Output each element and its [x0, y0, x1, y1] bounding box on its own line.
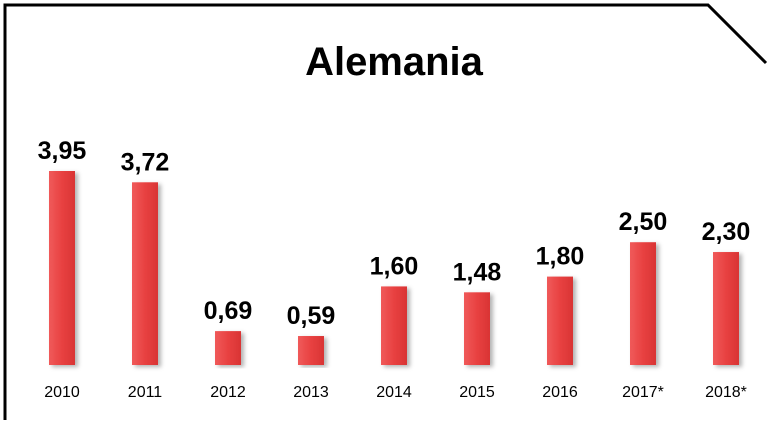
bar [547, 276, 573, 365]
x-tick-label: 2013 [293, 384, 329, 401]
value-label: 0,59 [287, 302, 336, 330]
chart-title: Alemania [305, 40, 484, 84]
x-tick-label: 2016 [542, 384, 578, 401]
value-label: 2,30 [702, 218, 751, 246]
frame [3, 3, 768, 420]
x-tick-label: 2010 [44, 384, 80, 401]
value-label: 3,72 [121, 148, 170, 176]
bar [381, 286, 407, 365]
value-label: 3,95 [38, 137, 87, 165]
x-tick-label: 2018* [705, 384, 747, 401]
value-label: 0,69 [204, 297, 253, 325]
bar [630, 242, 656, 365]
bar [132, 182, 158, 365]
x-tick-label: 2012 [210, 384, 246, 401]
x-tick-label: 2014 [376, 384, 412, 401]
bar [215, 331, 241, 365]
value-label: 1,48 [453, 258, 502, 286]
value-label: 1,80 [536, 243, 585, 271]
x-tick-label: 2015 [459, 384, 495, 401]
value-label: 2,50 [619, 208, 668, 236]
bar [464, 292, 490, 365]
x-tick-label: 2017* [622, 384, 664, 401]
bar [298, 336, 324, 365]
x-tick-label: 2011 [128, 384, 163, 401]
bar [49, 171, 75, 365]
value-label: 1,60 [370, 252, 419, 280]
bar [713, 252, 739, 365]
